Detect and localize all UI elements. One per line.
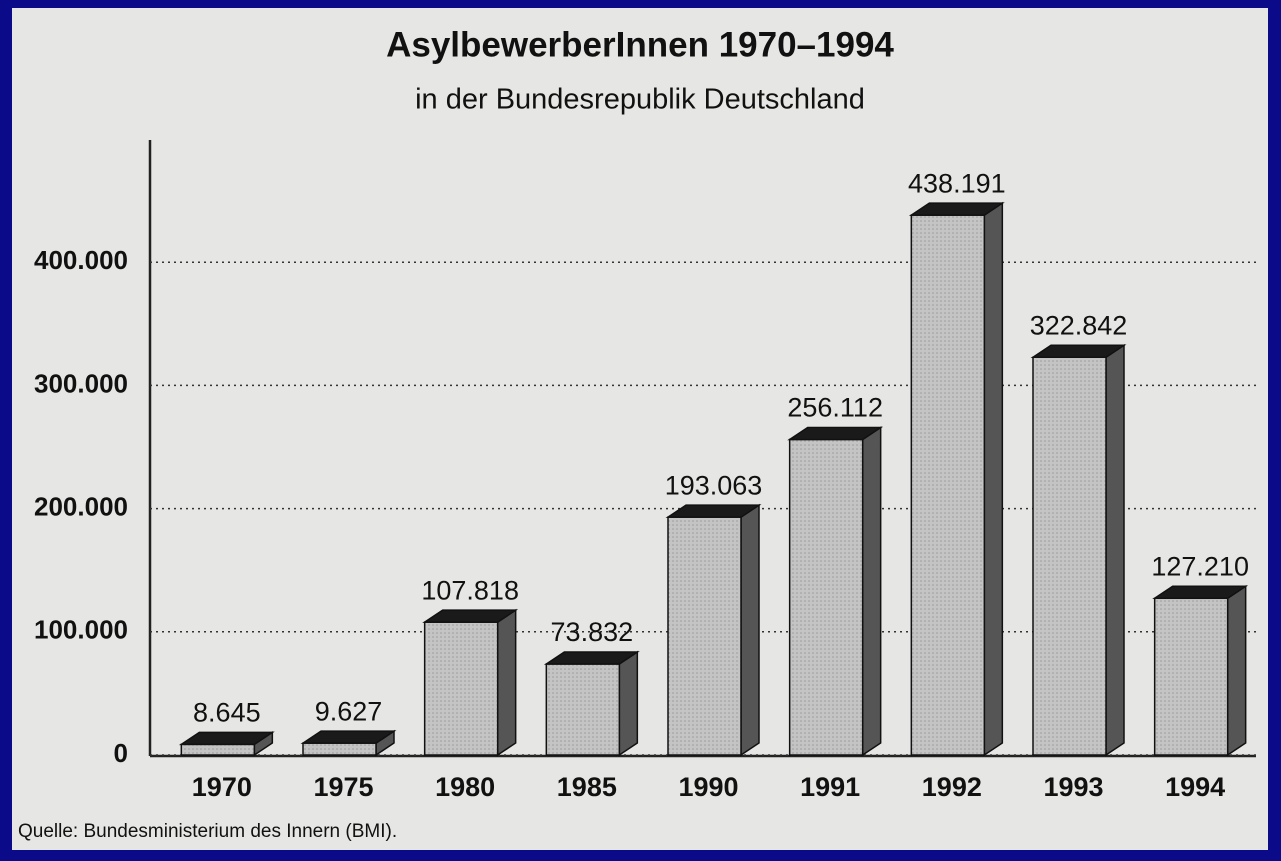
- bar: [302, 742, 377, 756]
- x-tick-label: 1985: [557, 772, 617, 802]
- x-tick-label: 1975: [313, 772, 373, 802]
- bar: [1032, 356, 1107, 756]
- y-tick-label: 0: [114, 738, 128, 768]
- bar-side: [861, 426, 882, 757]
- value-label: 127.210: [1151, 551, 1249, 581]
- bar-top: [1152, 585, 1249, 600]
- x-tick-label: 1970: [192, 772, 252, 802]
- bar-side: [983, 201, 1004, 757]
- bar-top: [665, 504, 762, 518]
- bar: [1153, 597, 1229, 756]
- bar: [667, 516, 742, 756]
- bar: [910, 214, 986, 756]
- bar-top: [908, 202, 1005, 216]
- value-label: 9.627: [315, 696, 383, 726]
- bar-top: [178, 731, 275, 746]
- chart-subtitle: in der Bundesrepublik Deutschland: [415, 84, 865, 116]
- value-label: 438.191: [908, 168, 1006, 198]
- bar: [788, 438, 864, 756]
- bar-top: [300, 730, 397, 744]
- bar-top: [787, 426, 884, 441]
- bar-side: [1105, 343, 1125, 757]
- x-tick-label: 1991: [800, 772, 860, 802]
- bar: [180, 743, 256, 756]
- bar-side: [1226, 584, 1247, 757]
- bar-side: [618, 650, 639, 757]
- x-tick-label: 1994: [1165, 772, 1225, 802]
- y-tick-label: 300.000: [34, 368, 128, 398]
- bar: [423, 621, 499, 756]
- bar-side: [496, 608, 517, 757]
- bar-side: [740, 503, 760, 757]
- y-tick-label: 400.000: [34, 245, 128, 275]
- chart-title: AsylbewerberInnen 1970–1994: [386, 25, 894, 64]
- value-label: 8.645: [193, 697, 261, 727]
- bar-top: [543, 651, 640, 665]
- source-note: Quelle: Bundesministerium des Innern (BM…: [18, 821, 397, 842]
- y-tick-label: 100.000: [34, 615, 128, 645]
- value-label: 256.112: [787, 393, 883, 423]
- value-label: 193.063: [665, 470, 763, 500]
- bar-top: [422, 609, 519, 623]
- y-tick-label: 200.000: [34, 491, 128, 521]
- bar-top: [1030, 344, 1127, 359]
- x-tick-label: 1980: [435, 772, 495, 802]
- x-tick-label: 1993: [1043, 772, 1103, 802]
- x-tick-label: 1992: [922, 772, 982, 802]
- value-label: 107.818: [421, 575, 519, 605]
- value-label: 73.832: [551, 617, 634, 647]
- value-label: 322.842: [1030, 310, 1128, 340]
- bar: [545, 663, 621, 756]
- x-tick-label: 1990: [678, 772, 738, 802]
